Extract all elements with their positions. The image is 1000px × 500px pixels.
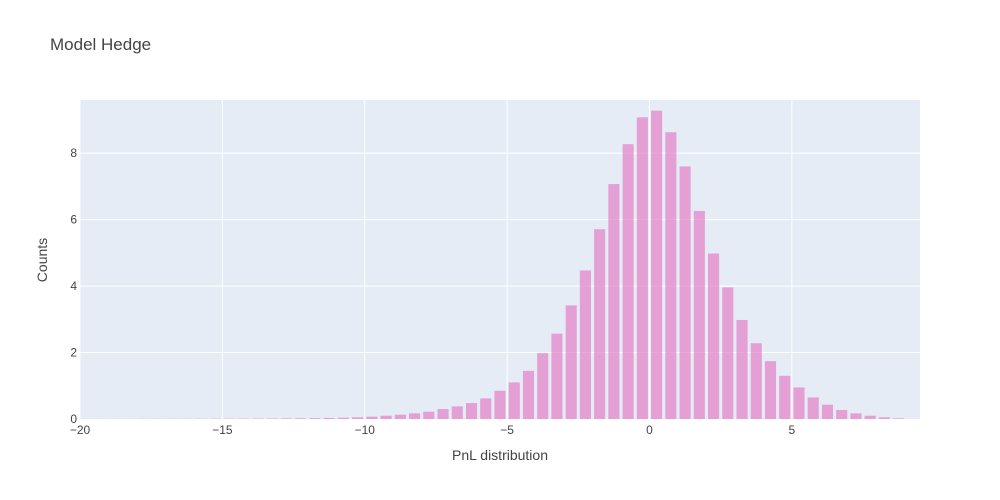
- y-tick-label: 8: [70, 146, 77, 160]
- x-axis-title: PnL distribution: [452, 447, 548, 463]
- histogram-bar: [893, 418, 905, 419]
- y-tick-label: 6: [70, 213, 77, 227]
- y-tick-label: 4: [70, 279, 77, 293]
- x-axis-ticks: −20 −15 −10 −5 0 5: [70, 423, 796, 437]
- plot-background: [80, 100, 920, 419]
- histogram-bar: [693, 210, 705, 419]
- histogram-bar: [423, 411, 435, 419]
- histogram-bar: [537, 353, 549, 419]
- histogram-bar: [764, 361, 777, 419]
- y-tick-label: 0: [70, 412, 77, 426]
- histogram-bar: [579, 270, 591, 419]
- histogram-bar: [850, 413, 862, 419]
- histogram-bar: [708, 253, 720, 419]
- histogram-bar: [380, 415, 392, 419]
- histogram-bar: [295, 418, 307, 419]
- bars: [81, 110, 905, 419]
- histogram-bar: [878, 417, 890, 419]
- histogram-bar: [352, 417, 364, 419]
- histogram-bar: [836, 410, 848, 419]
- histogram-bar: [409, 413, 421, 419]
- y-axis-ticks: 0 2 4 6 8: [70, 146, 77, 426]
- histogram-bar: [665, 132, 677, 419]
- histogram-bar: [465, 403, 478, 419]
- histogram-bar: [622, 144, 634, 419]
- x-tick-label: −15: [212, 423, 233, 437]
- histogram-bar: [779, 375, 791, 419]
- histogram-bar: [736, 319, 748, 419]
- histogram-bar: [323, 418, 335, 419]
- histogram-bar: [337, 417, 349, 419]
- x-tick-label: −5: [500, 423, 514, 437]
- histogram-bar: [366, 416, 378, 419]
- x-tick-label: −20: [70, 423, 91, 437]
- histogram-bar: [722, 287, 734, 419]
- chart-title: Model Hedge: [50, 35, 151, 54]
- x-tick-label: −10: [355, 423, 376, 437]
- histogram-bar: [636, 117, 648, 419]
- y-tick-label: 2: [70, 346, 77, 360]
- x-tick-label: 5: [789, 423, 796, 437]
- histogram-bar: [508, 382, 520, 419]
- histogram-bar: [821, 404, 834, 419]
- histogram-bar: [750, 343, 762, 419]
- histogram-bar: [522, 370, 535, 419]
- histogram-bar: [451, 406, 463, 419]
- histogram-bar: [651, 110, 663, 419]
- histogram-bar: [309, 418, 321, 419]
- histogram-bar: [565, 305, 577, 419]
- histogram-bar: [480, 398, 492, 419]
- histogram-bar: [437, 409, 449, 419]
- histogram-bar: [551, 333, 563, 419]
- histogram-bar: [679, 166, 691, 419]
- histogram-bar: [394, 414, 406, 419]
- histogram-bar: [280, 418, 292, 419]
- y-axis-title: Counts: [34, 238, 50, 282]
- histogram-bar: [807, 397, 819, 419]
- histogram-bar: [494, 390, 506, 419]
- gridlines: [79, 100, 920, 419]
- histogram-bar: [594, 229, 606, 419]
- histogram-bar: [793, 387, 805, 419]
- histogram-bar: [864, 415, 876, 419]
- x-tick-label: 0: [646, 423, 653, 437]
- histogram-bar: [608, 184, 620, 419]
